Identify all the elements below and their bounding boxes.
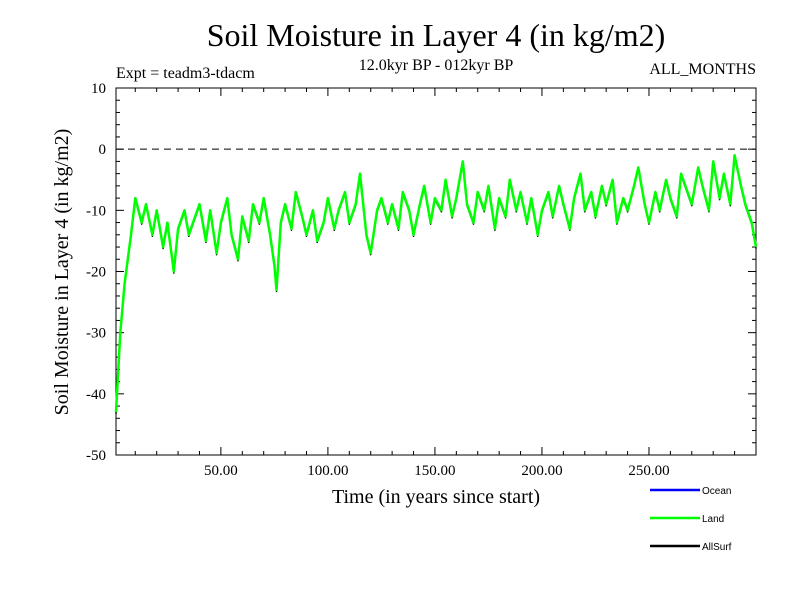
x-tick-label: 200.00	[521, 463, 562, 479]
x-tick-label: 150.00	[414, 463, 455, 479]
y-tick-label: 0	[99, 142, 107, 158]
y-tick-label: -20	[86, 265, 106, 281]
y-tick-label: 10	[91, 81, 106, 97]
legend-label-ocean: Ocean	[702, 486, 731, 497]
experiment-label: Expt = teadm3-tdacm	[116, 65, 255, 82]
x-axis: 50.00 100.00 150.00 200.00 250.00	[134, 88, 736, 479]
x-tick-label: 250.00	[628, 463, 669, 479]
allsurf-series-line	[115, 156, 757, 414]
y-tick-label: -10	[86, 203, 106, 219]
y-tick-label: -40	[86, 387, 106, 403]
x-tick-label: 50.00	[204, 463, 238, 479]
chart-title: Soil Moisture in Layer 4 (in kg/m2)	[207, 17, 666, 53]
y-tick-label: -30	[86, 326, 106, 342]
series-group	[114, 154, 758, 414]
y-tick-label: -50	[86, 448, 106, 464]
y-axis: 10 0 -10 -20 -30 -40 -50	[86, 81, 756, 464]
legend-label-allsurf: AllSurf	[702, 542, 732, 553]
period-label: 12.0kyr BP - 012kyr BP	[359, 57, 514, 74]
months-label: ALL_MONTHS	[649, 61, 756, 78]
x-axis-label: Time (in years since start)	[332, 486, 540, 508]
legend: Ocean Land AllSurf	[650, 486, 732, 553]
y-axis-label: Soil Moisture in Layer 4 (in kg/m2)	[51, 129, 73, 416]
x-tick-label: 100.00	[307, 463, 348, 479]
legend-label-land: Land	[702, 514, 724, 525]
land-series-line	[114, 154, 758, 413]
plot-frame	[115, 87, 757, 456]
